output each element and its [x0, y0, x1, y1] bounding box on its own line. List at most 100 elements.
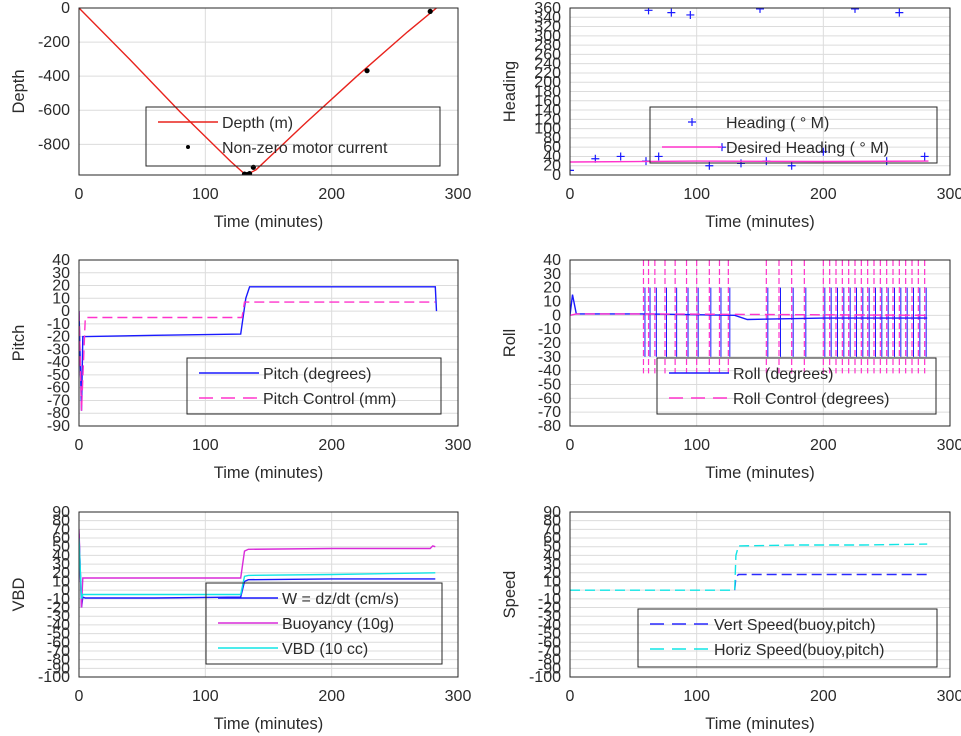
series-line: [570, 543, 928, 591]
legend-label: Depth (m): [222, 115, 293, 132]
y-tick-label: 70: [52, 521, 70, 538]
y-tick-label: 80: [52, 513, 70, 530]
y-tick-label: 30: [543, 556, 561, 573]
x-tick-label: 0: [75, 437, 84, 454]
series-line: [570, 313, 928, 316]
y-tick-label: 20: [52, 278, 70, 295]
data-point: [616, 152, 625, 161]
x-tick-label: 300: [445, 688, 472, 705]
legend: Vert Speed(buoy,pitch) Horiz Speed(buoy,p…: [637, 608, 938, 668]
y-tick-label: 180: [534, 84, 561, 101]
y-tick-label: 20: [543, 280, 561, 297]
legend-label: W = dz/dt (cm/s): [282, 591, 399, 608]
legend-marker: [186, 145, 190, 149]
chart-4: 0 100 200 300403020100-10-20-30-40-50-60-70…: [501, 252, 961, 482]
y-tick-label: -40: [538, 363, 561, 380]
y-tick-label: -90: [47, 418, 70, 435]
y-tick-label: -10: [47, 591, 70, 608]
legend-label: Pitch Control (mm): [263, 391, 396, 408]
x-axis-label: Time (minutes): [214, 464, 323, 482]
y-tick-label: 20: [52, 565, 70, 582]
y-tick-label: 10: [52, 573, 70, 590]
y-tick-label: 20: [543, 158, 561, 175]
x-tick-label: 200: [318, 186, 345, 203]
y-tick-label: 90: [52, 504, 70, 521]
chart-2: 0 100 200 300020406080100120140160180200220…: [501, 0, 961, 231]
plot-area: [79, 8, 437, 175]
x-tick-label: 0: [566, 437, 575, 454]
x-tick-label: 300: [937, 688, 961, 705]
x-tick-label: 300: [445, 437, 472, 454]
y-tick-label: 320: [534, 19, 561, 36]
y-axis-label: VBD: [10, 577, 28, 611]
y-tick-label: 20: [543, 565, 561, 582]
axes-frame: [569, 7, 951, 176]
legend-label: Pitch (degrees): [263, 366, 372, 383]
series-1: [734, 573, 928, 591]
x-tick-label: 100: [192, 186, 219, 203]
y-tick-label: -30: [538, 608, 561, 625]
y-tick-label: -80: [538, 418, 561, 435]
x-tick-label: 200: [810, 437, 837, 454]
x-tick-label: 100: [683, 688, 710, 705]
legend-label: VBD (10 cc): [282, 641, 368, 658]
y-tick-label: 260: [534, 46, 561, 63]
series-line: [734, 573, 928, 591]
data-point: [364, 68, 370, 74]
x-tick-label: 0: [566, 186, 575, 203]
x-tick-label: 200: [810, 186, 837, 203]
legend-label: Horiz Speed(buoy,pitch): [714, 642, 884, 659]
y-tick-label: -80: [538, 652, 561, 669]
y-tick-label: 40: [543, 547, 561, 564]
x-tick-label: 200: [318, 437, 345, 454]
y-tick-label: 40: [52, 252, 70, 269]
y-tick-label: -40: [47, 617, 70, 634]
y-tick-label: 120: [534, 111, 561, 128]
y-tick-label: 360: [534, 0, 561, 17]
y-tick-label: 50: [52, 539, 70, 556]
y-tick-label: 80: [543, 130, 561, 147]
data-point: [920, 152, 929, 161]
series-line: [79, 538, 436, 600]
y-tick-label: -20: [47, 600, 70, 617]
y-tick-label: 40: [543, 148, 561, 165]
y-tick-label: 30: [52, 265, 70, 282]
axes-frame: [78, 259, 459, 427]
axes-frame: [78, 7, 459, 176]
y-tick-label: -30: [47, 341, 70, 358]
plot-area: [79, 529, 436, 608]
y-tick-label: -400: [38, 68, 70, 85]
y-tick-label: 30: [52, 556, 70, 573]
legend-marker: [688, 118, 696, 126]
x-tick-label: 100: [192, 688, 219, 705]
data-point: [686, 10, 695, 19]
legend: W = dz/dt (cm/s) Buoyancy (10g) VBD (10 cc…: [205, 582, 443, 665]
y-tick-label: 200: [534, 74, 561, 91]
y-tick-label: 240: [534, 56, 561, 73]
y-tick-label: 0: [552, 167, 561, 184]
y-tick-label: -90: [538, 660, 561, 677]
y-tick-label: 80: [543, 513, 561, 530]
y-tick-label: 90: [543, 504, 561, 521]
legend: Pitch (degrees) Pitch Control (mm): [186, 357, 442, 415]
legend-box: [637, 608, 938, 668]
axes-frame: [569, 511, 951, 678]
y-tick-label: -200: [38, 34, 70, 51]
y-tick-label: 160: [534, 93, 561, 110]
y-tick-label: -30: [47, 608, 70, 625]
x-tick-label: 0: [75, 186, 84, 203]
x-axis-label: Time (minutes): [705, 715, 814, 733]
x-tick-label: 200: [318, 688, 345, 705]
legend-label: Non-zero motor current: [222, 140, 388, 157]
series-2: [570, 543, 928, 591]
y-tick-label: 60: [52, 530, 70, 547]
legend-label: Roll Control (degrees): [733, 391, 890, 408]
y-tick-label: 280: [534, 37, 561, 54]
y-tick-label: 100: [534, 121, 561, 138]
y-tick-label: -70: [538, 643, 561, 660]
legend-label: Heading ( ° M): [726, 115, 829, 132]
y-tick-label: -50: [538, 626, 561, 643]
y-tick-label: -90: [47, 660, 70, 677]
y-tick-label: 0: [61, 582, 70, 599]
y-tick-label: -60: [47, 380, 70, 397]
